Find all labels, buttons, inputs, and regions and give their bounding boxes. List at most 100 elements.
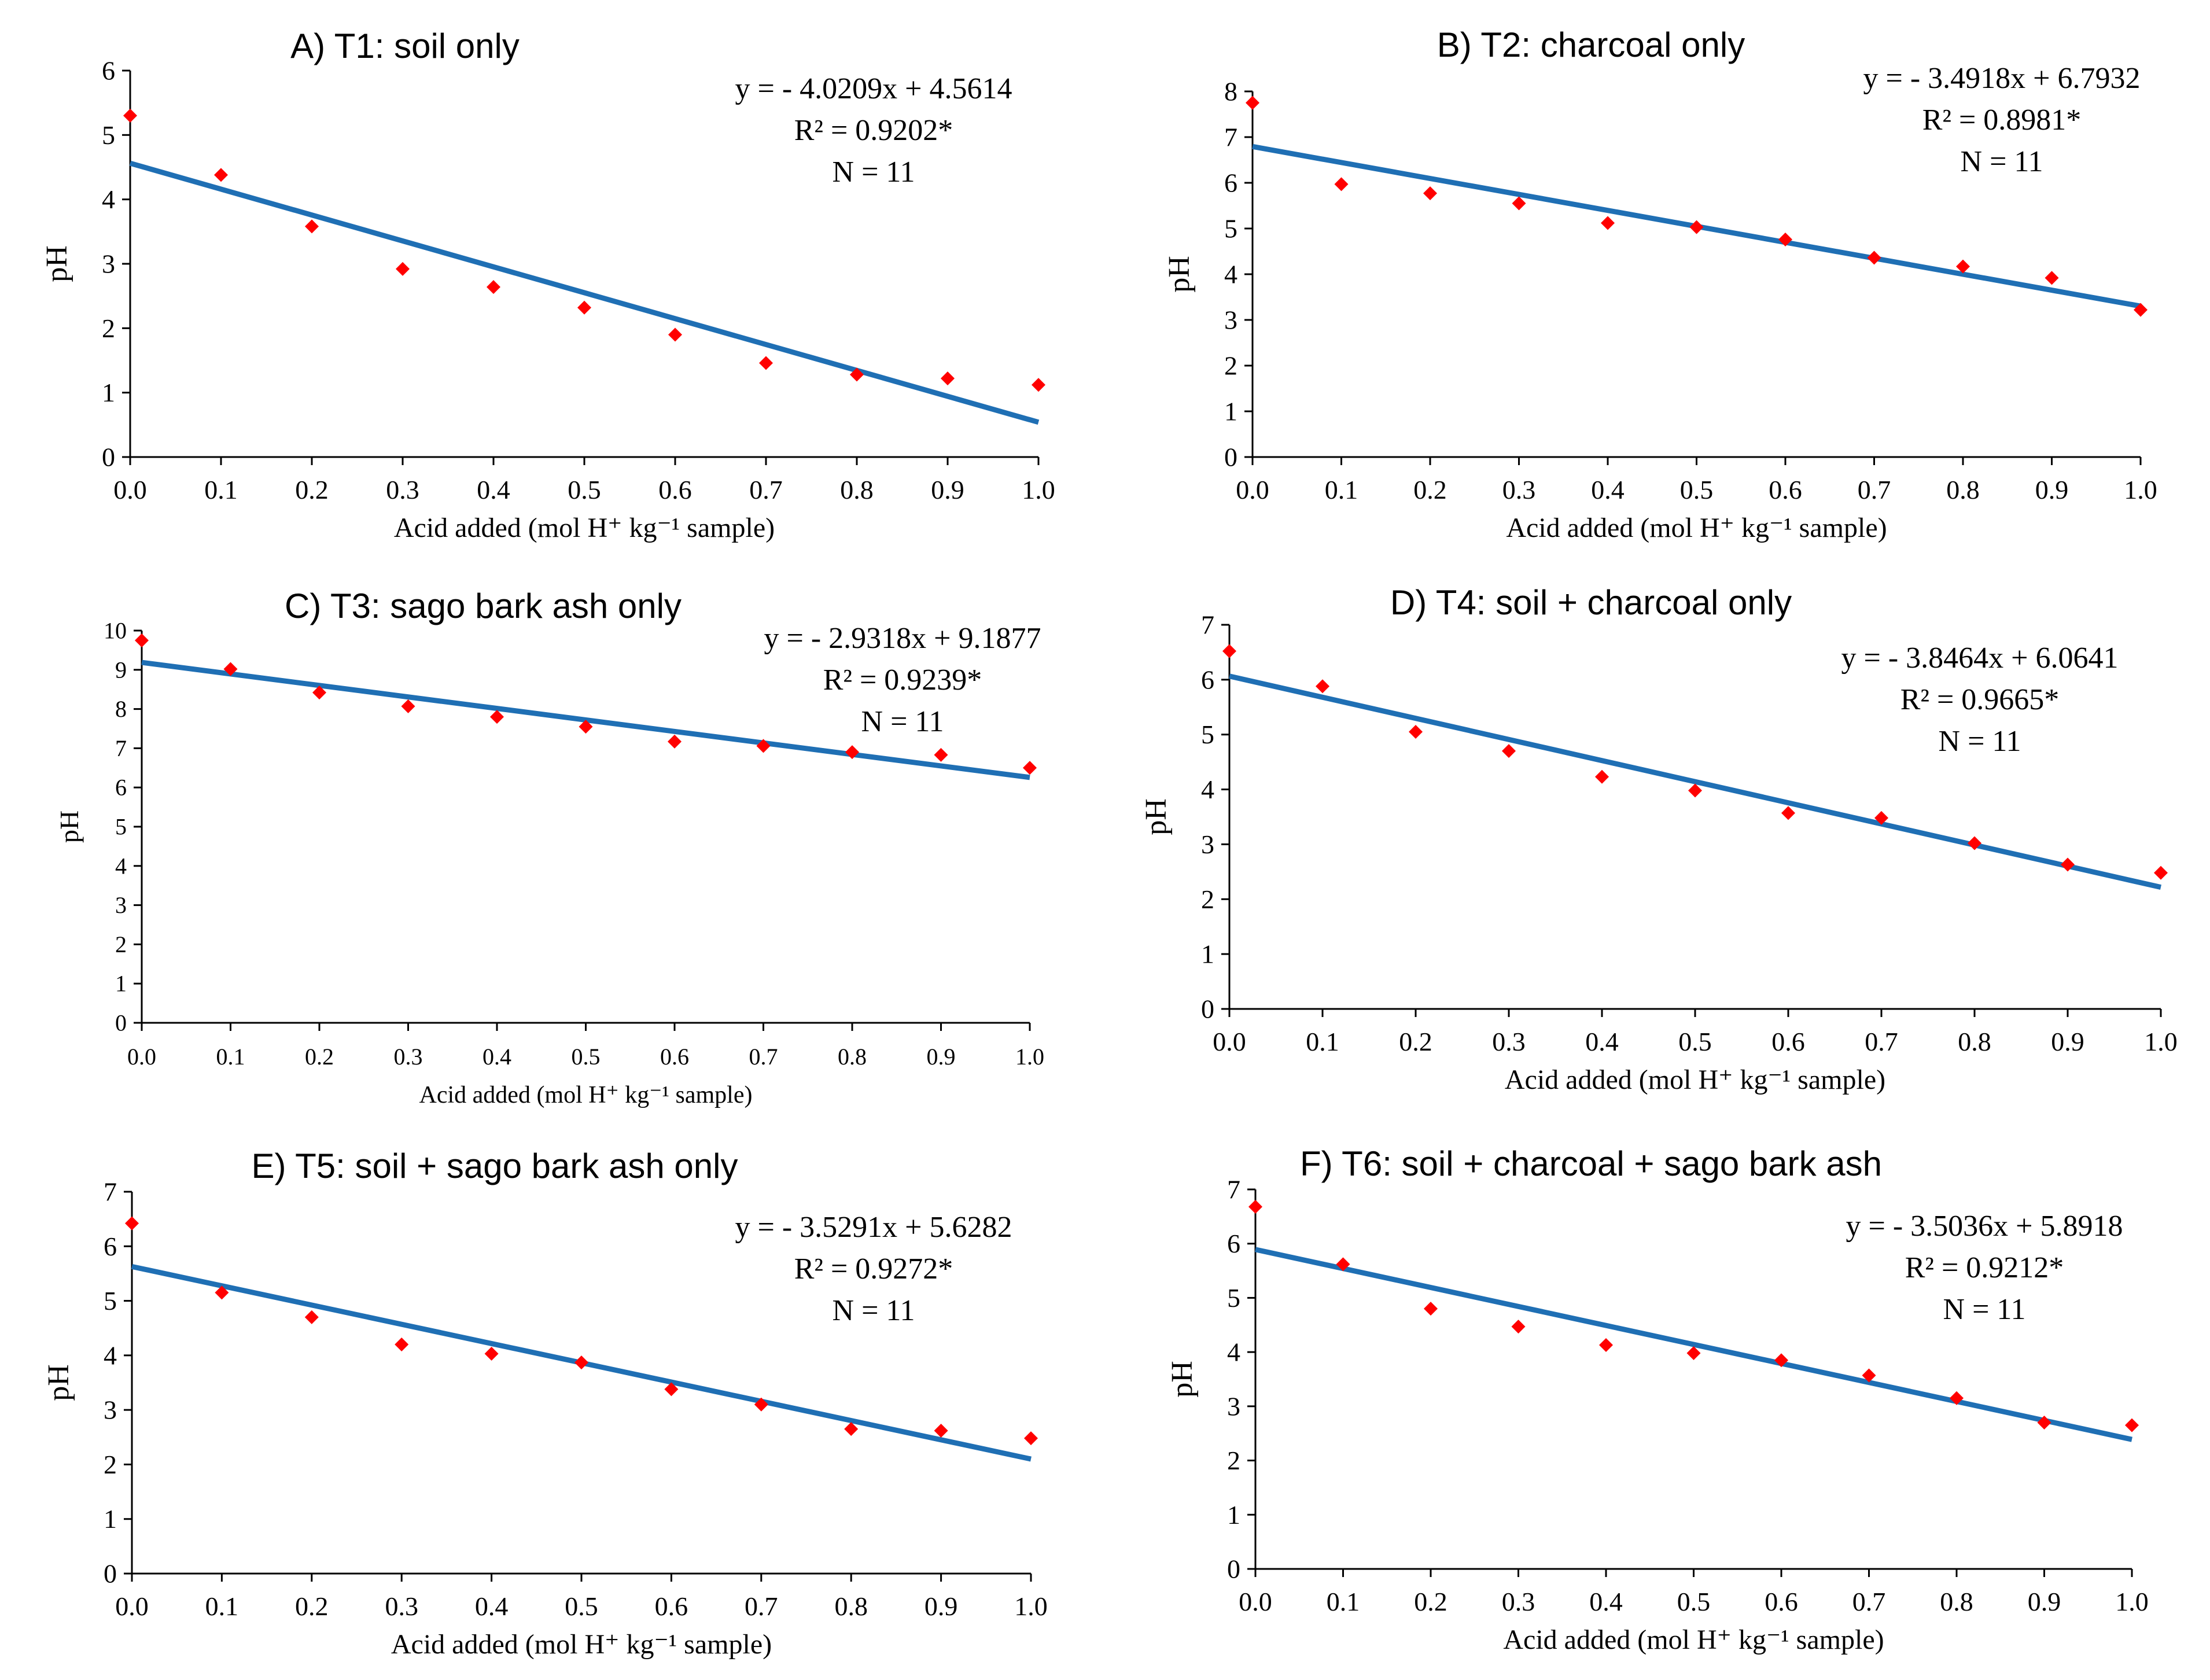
data-point — [579, 720, 593, 734]
x-tick-label: 1.0 — [2144, 1027, 2178, 1056]
x-tick-label: 0.3 — [1502, 475, 1536, 504]
data-point — [1950, 1391, 1964, 1405]
y-tick-label: 5 — [1201, 720, 1214, 749]
y-tick-label: 5 — [115, 814, 127, 840]
y-tick-label: 1 — [102, 378, 115, 407]
data-point — [1024, 1431, 1038, 1446]
data-point — [1222, 644, 1236, 658]
y-tick-label: 1 — [1227, 1500, 1240, 1530]
x-tick-label: 0.8 — [840, 475, 874, 504]
data-point — [1032, 378, 1045, 392]
data-point — [756, 739, 771, 753]
chart-title: A) T1: soil only — [290, 27, 520, 65]
x-tick-label: 0.5 — [1677, 1587, 1711, 1616]
x-tick-label: 1.0 — [1015, 1044, 1044, 1070]
data-point — [1248, 1199, 1262, 1214]
regression-equation: y = - 3.5036x + 5.8918 — [1846, 1210, 2123, 1243]
x-tick-label: 0.2 — [1413, 475, 1447, 504]
x-axis-label: Acid added (mol H⁺ kg⁻¹ sample) — [1503, 1624, 1884, 1655]
y-tick-label: 8 — [115, 696, 127, 722]
x-tick-label: 0.8 — [834, 1591, 868, 1621]
x-axis-label: Acid added (mol H⁺ kg⁻¹ sample) — [391, 1629, 772, 1660]
data-point — [1023, 761, 1037, 775]
y-tick-label: 5 — [104, 1286, 117, 1316]
y-tick-label: 1 — [104, 1504, 117, 1534]
x-tick-label: 0.2 — [1414, 1587, 1447, 1616]
data-point — [1511, 1320, 1526, 1334]
sample-size-label: N = 11 — [1939, 725, 2021, 758]
chart-panel-f: 0 1 2 3 4 5 6 7 0.0 0.1 0.2 0.3 0.4 0.5 0.6 0.7 0.8 0.9 1.… — [1105, 1120, 2210, 1680]
chart-f-svg: 0 1 2 3 4 5 6 7 0.0 0.1 0.2 0.3 0.4 0.5 0.6 0.7 0.8 0.9 1.… — [1166, 1144, 2149, 1655]
data-point — [1423, 186, 1437, 201]
data-point — [2061, 857, 2075, 872]
x-tick-label: 0.4 — [1585, 1027, 1619, 1056]
y-tick-label: 0 — [1224, 443, 1237, 472]
x-tick-label: 0.7 — [749, 1044, 778, 1070]
x-tick-label: 0.3 — [385, 1591, 418, 1621]
x-tick-label: 0.6 — [1771, 1027, 1805, 1056]
y-tick-label: 0 — [115, 1010, 127, 1036]
y-axis-label: pH — [54, 810, 84, 843]
data-point — [1956, 259, 1970, 274]
chart-title: B) T2: charcoal only — [1437, 25, 1745, 64]
sample-size-label: N = 11 — [1943, 1293, 2026, 1326]
data-point — [1862, 1368, 1876, 1383]
y-tick-label: 6 — [104, 1232, 117, 1261]
x-tick-label: 0.8 — [1958, 1027, 1991, 1056]
x-tick-label: 0.7 — [1852, 1587, 1886, 1616]
data-point — [1781, 806, 1795, 820]
x-tick-label: 0.1 — [205, 1591, 239, 1621]
data-point — [1595, 769, 1609, 784]
x-tick-label: 0.5 — [572, 1044, 601, 1070]
chart-panel-d: 0 1 2 3 4 5 6 7 0.0 0.1 0.2 0.3 0.4 0.5 0.6 0.7 0.8 0.9 1.… — [1105, 560, 2210, 1120]
x-tick-label: 0.8 — [838, 1044, 867, 1070]
data-point — [2045, 271, 2059, 285]
x-tick-label: 0.8 — [1940, 1587, 1973, 1616]
y-axis-label: pH — [42, 1364, 75, 1401]
chart-title: D) T4: soil + charcoal only — [1390, 583, 1792, 622]
data-point — [934, 747, 948, 762]
y-tick-label: 0 — [104, 1559, 117, 1589]
y-tick-label: 2 — [1227, 1446, 1240, 1475]
x-tick-label: 0.4 — [475, 1591, 509, 1621]
data-point — [1316, 679, 1329, 694]
data-point — [487, 280, 500, 294]
y-tick-label: 7 — [104, 1177, 117, 1207]
y-axis-label: pH — [40, 245, 73, 282]
chart-b-svg: 0 1 2 3 4 5 6 7 8 0.0 0.1 0.2 0.3 0.4 0.5 0.6 0.7 0.8 0.9 1… — [1163, 25, 2157, 543]
y-tick-label: 4 — [104, 1340, 117, 1370]
x-tick-label: 0.0 — [113, 475, 147, 504]
data-point — [1686, 1346, 1701, 1361]
r-squared-label: R² = 0.8981* — [1922, 104, 2082, 137]
regression-equation: y = - 3.5291x + 5.6282 — [735, 1211, 1012, 1244]
x-tick-label: 0.6 — [1765, 1587, 1798, 1616]
data-point — [1409, 724, 1423, 739]
data-point — [135, 633, 149, 647]
chart-title: E) T5: soil + sago bark ash only — [252, 1147, 738, 1185]
x-tick-label: 0.2 — [1399, 1027, 1432, 1056]
x-tick-label: 0.2 — [305, 1044, 334, 1070]
data-point — [214, 168, 228, 182]
y-tick-label: 8 — [1224, 77, 1237, 106]
x-tick-label: 0.7 — [1858, 475, 1891, 504]
y-tick-label: 3 — [102, 249, 115, 279]
x-tick-label: 0.0 — [127, 1044, 156, 1070]
x-tick-label: 0.5 — [565, 1591, 598, 1621]
data-point — [1246, 95, 1259, 110]
sample-size-label: N = 11 — [833, 156, 915, 189]
data-point — [850, 367, 864, 382]
chart-panel-e: 0 1 2 3 4 5 6 7 0.0 0.1 0.2 0.3 0.4 0.5 0.6 0.7 0.8 0.9 1.… — [0, 1120, 1105, 1680]
trendline — [1255, 1247, 2132, 1442]
chart-title: F) T6: soil + charcoal + sago bark ash — [1300, 1144, 1882, 1183]
regression-equation: y = - 4.0209x + 4.5614 — [735, 72, 1012, 105]
y-tick-label: 1 — [115, 971, 127, 997]
y-axis-label: pH — [1163, 256, 1196, 293]
y-tick-label: 3 — [1227, 1391, 1240, 1421]
x-tick-label: 0.9 — [2028, 1587, 2061, 1616]
data-point — [934, 1423, 948, 1438]
y-tick-label: 7 — [115, 735, 127, 761]
data-point — [1334, 177, 1349, 191]
data-point — [215, 1285, 229, 1300]
chart-panel-b: 0 1 2 3 4 5 6 7 8 0.0 0.1 0.2 0.3 0.4 0.5 0.6 0.7 0.8 0.9 1… — [1105, 0, 2210, 560]
